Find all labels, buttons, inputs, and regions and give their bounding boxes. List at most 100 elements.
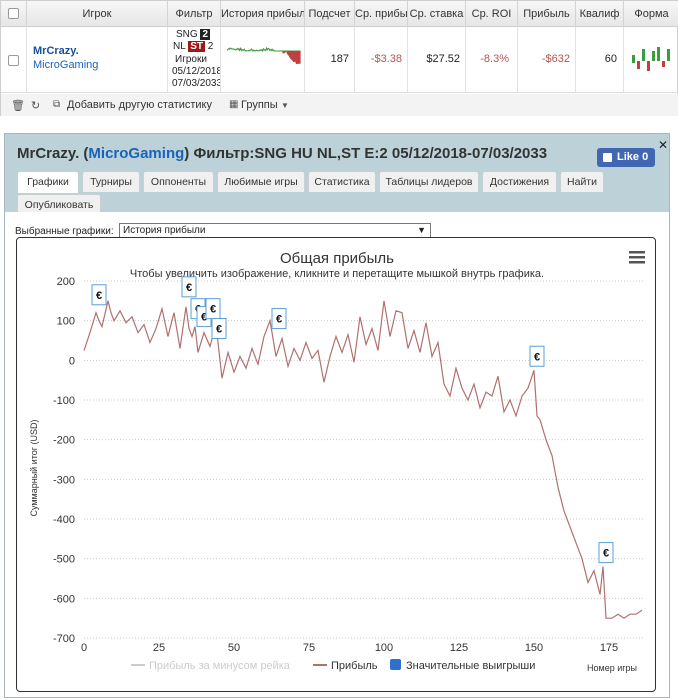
significant-win-marker[interactable]: € xyxy=(211,317,227,339)
stats-table: Игрок Фильтр История прибыль Подсчет Ср.… xyxy=(0,0,678,116)
y-tick-label: -600 xyxy=(53,593,75,605)
chevron-down-icon: ▼ xyxy=(417,225,426,235)
col-history[interactable]: История прибыль xyxy=(221,1,305,27)
x-axis-label: Номер игры xyxy=(587,663,637,673)
select-all-checkbox[interactable] xyxy=(8,8,19,19)
x-tick-label: 0 xyxy=(81,642,87,654)
chart-select[interactable]: История прибыли ▼ xyxy=(119,223,431,238)
player-site-link[interactable]: MicroGaming xyxy=(33,59,99,71)
col-avg-roi[interactable]: Ср. ROI xyxy=(466,1,518,27)
filter-sng: SNG xyxy=(176,29,198,40)
profit-chart[interactable]: Общая прибыль Чтобы увеличить изображени… xyxy=(17,238,657,693)
chart-title: Общая прибыль xyxy=(280,250,394,267)
significant-win-marker[interactable]: € xyxy=(91,284,107,306)
profit-line xyxy=(83,300,643,619)
tab-statistics[interactable]: Статистика xyxy=(308,171,376,192)
history-sparkline xyxy=(226,46,301,64)
significant-wins-markers: €€€€€€€€€ xyxy=(91,276,614,564)
svg-text:€: € xyxy=(276,314,282,326)
y-tick-label: -100 xyxy=(53,395,75,407)
chart-subtitle: Чтобы увеличить изображение, кликните и … xyxy=(130,268,544,280)
x-tick-label: 100 xyxy=(375,642,393,654)
significant-win-marker[interactable]: € xyxy=(529,345,545,367)
tab-search[interactable]: Найти xyxy=(560,171,604,192)
svg-text:€: € xyxy=(603,548,609,560)
profit-value: -$632 xyxy=(541,53,570,65)
col-count[interactable]: Подсчет xyxy=(305,1,355,27)
count-value: 187 xyxy=(330,53,349,65)
legend-profit[interactable]: Прибыль xyxy=(331,660,378,672)
tab-charts[interactable]: Графики xyxy=(17,171,79,193)
x-tick-label: 125 xyxy=(450,642,468,654)
significant-win-marker[interactable]: € xyxy=(181,276,197,298)
form-cell xyxy=(624,27,678,93)
x-tick-label: 50 xyxy=(228,642,240,654)
y-tick-label: -300 xyxy=(53,474,75,486)
col-avg-stake[interactable]: Ср. ставка xyxy=(408,1,466,27)
tab-leaderboards[interactable]: Таблицы лидеров xyxy=(379,171,479,192)
y-axis-label: Суммарный итог (USD) xyxy=(29,419,39,516)
y-tick-label: -400 xyxy=(53,514,75,526)
col-form[interactable]: Форма xyxy=(634,8,669,20)
x-tick-label: 25 xyxy=(153,642,165,654)
y-tick-label: 100 xyxy=(57,316,75,328)
col-filter[interactable]: Фильтр xyxy=(168,1,221,27)
tab-achievements[interactable]: Достижения xyxy=(482,171,557,192)
panel-header: MrCrazy. (MicroGaming) Фильтр:SNG HU NL,… xyxy=(5,134,669,215)
x-tick-labels: 0 25 50 75 100 125 150 175 xyxy=(81,642,618,654)
select-all-cell[interactable] xyxy=(1,1,27,27)
y-tick-label: 200 xyxy=(57,276,75,288)
menu-icon[interactable] xyxy=(629,251,645,264)
significant-win-marker[interactable]: € xyxy=(271,308,287,330)
chevron-down-icon[interactable]: ▼ xyxy=(281,101,289,110)
col-player[interactable]: Игрок xyxy=(27,1,168,27)
tab-publish[interactable]: Опубликовать xyxy=(17,194,101,215)
filter-badge-st: ST xyxy=(188,41,205,52)
col-avg-profit[interactable]: Ср. прибыль xyxy=(355,1,408,27)
x-tick-label: 75 xyxy=(303,642,315,654)
facebook-like-button[interactable]: Like 0 xyxy=(597,148,655,167)
filter-badge-2: 2 xyxy=(207,41,214,52)
table-row[interactable]: MrCrazy. MicroGaming SNG 2 NL ST 2 Игрок… xyxy=(1,27,678,93)
chart-legend: Прибыль за минусом рейка Прибыль Значите… xyxy=(131,659,535,672)
title-site-link[interactable]: MicroGaming xyxy=(88,145,185,162)
filter-date-from: 05/12/2018 xyxy=(172,66,221,77)
trash-icon[interactable]: 🗑 xyxy=(11,100,25,112)
x-tick-label: 175 xyxy=(600,642,618,654)
filter-nl: NL xyxy=(173,41,186,52)
form-bars xyxy=(632,47,670,71)
filter-date-to: 07/03/2033 xyxy=(172,78,221,89)
groups-button[interactable]: Группы xyxy=(241,99,278,111)
tab-tournaments[interactable]: Турниры xyxy=(82,171,140,192)
svg-text:€: € xyxy=(201,312,207,324)
svg-text:€: € xyxy=(534,351,540,363)
row-checkbox[interactable] xyxy=(8,55,19,66)
filter-cell: SNG 2 NL ST 2 Игроки 05/12/2018 07/03/20… xyxy=(168,27,221,93)
x-tick-label: 150 xyxy=(525,642,543,654)
avg-profit-value: -$3.38 xyxy=(370,53,402,65)
significant-win-marker[interactable]: € xyxy=(205,298,221,320)
history-sparkline-cell xyxy=(221,27,305,93)
avg-roi-value: -8.3% xyxy=(480,53,509,65)
add-stats-button[interactable]: Добавить другую статистику xyxy=(67,99,212,111)
player-name-link[interactable]: MrCrazy. xyxy=(33,45,79,57)
significant-win-marker[interactable]: € xyxy=(598,542,614,564)
y-tick-label: 0 xyxy=(69,355,75,367)
groups-icon: ▦ xyxy=(229,99,239,110)
legend-rake[interactable]: Прибыль за минусом рейка xyxy=(149,660,291,672)
tab-favorite-games[interactable]: Любимые игры xyxy=(217,171,305,192)
close-icon[interactable]: ✕ xyxy=(658,138,669,152)
grid-lines xyxy=(84,280,645,639)
col-profit[interactable]: Прибыль xyxy=(518,1,576,27)
qualif-value: 60 xyxy=(604,53,617,65)
profit-chart-container[interactable]: Общая прибыль Чтобы увеличить изображени… xyxy=(16,237,656,692)
legend-swatch-wins xyxy=(390,659,401,670)
panel-title: MrCrazy. (MicroGaming) Фильтр:SNG HU NL,… xyxy=(17,145,548,162)
legend-wins[interactable]: Значительные выигрыши xyxy=(406,660,535,672)
tab-opponents[interactable]: Оппоненты xyxy=(143,171,214,192)
refresh-icon[interactable]: ↻ xyxy=(31,100,41,112)
col-qualif[interactable]: Квалиф xyxy=(576,1,624,27)
table-header: Игрок Фильтр История прибыль Подсчет Ср.… xyxy=(1,1,678,27)
title-player: MrCrazy. xyxy=(17,145,80,162)
svg-text:€: € xyxy=(186,282,192,294)
